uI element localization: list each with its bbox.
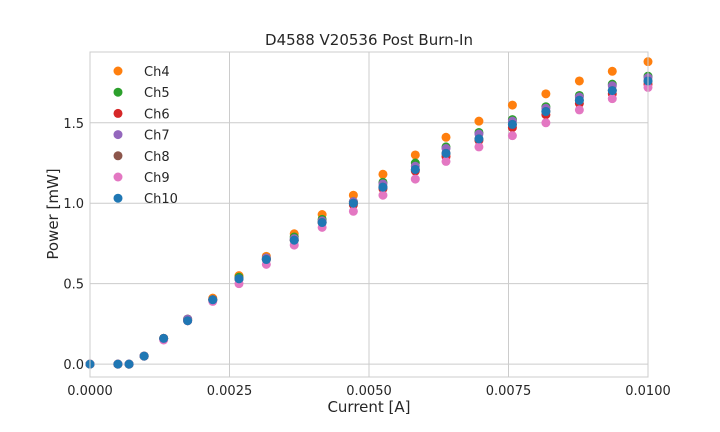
plot-frame [89,51,649,378]
x-tick-label: 0.0025 [207,384,253,399]
data-point [124,359,134,369]
data-point [441,156,451,166]
legend-marker [113,151,123,161]
chart-title: D4588 V20536 Post Burn-In [265,31,473,49]
tick-layer: 0.0000 0.0025 0.0050 0.0075 0.0100 0.0 0.5 1.0 1… [63,117,670,399]
data-point [410,174,420,184]
data-point [574,95,584,105]
legend-label: Ch7 [144,129,170,144]
x-tick-label: 0.0100 [625,384,671,399]
x-tick-label: 0.0000 [67,384,113,399]
data-point [441,132,451,142]
data-point [441,148,451,158]
data-point [183,316,193,326]
legend-marker [113,193,123,203]
data-point [410,150,420,160]
legend-label: Ch4 [144,65,170,80]
data-point [474,116,484,126]
y-tick-label: 0.5 [63,278,84,293]
data-point [507,100,517,110]
legend-marker [113,66,123,76]
y-tick-label: 1.0 [63,197,84,212]
legend-marker [113,172,123,182]
legend-item-ch8: Ch8 [113,150,170,165]
x-tick-label: 0.0075 [486,384,532,399]
data-point [607,66,617,76]
grid-layer [89,52,649,377]
data-point [507,131,517,141]
data-point [541,107,551,117]
legend: Ch4 Ch5 Ch6 Ch7 Ch8 Ch9 Ch10 [113,65,178,207]
data-point [541,89,551,99]
data-point [289,235,299,245]
data-point [208,295,218,305]
data-point [474,142,484,152]
y-axis-label: Power [mW] [44,168,62,259]
data-point [378,182,388,192]
data-point [159,333,169,343]
legend-item-ch9: Ch9 [113,171,170,186]
legend-label: Ch8 [144,150,170,165]
data-point [139,351,149,361]
data-point [607,94,617,104]
legend-item-ch7: Ch7 [113,129,170,144]
legend-label: Ch10 [144,192,178,207]
data-point [410,164,420,174]
data-point [261,255,271,265]
data-point [607,86,617,96]
legend-label: Ch5 [144,86,170,101]
data-point [541,118,551,128]
legend-label: Ch6 [144,107,170,122]
y-tick-label: 1.5 [63,117,84,132]
legend-label: Ch9 [144,171,170,186]
y-tick-label: 0.0 [63,358,84,373]
data-point [378,190,388,200]
data-point [507,119,517,129]
data-point [348,206,358,216]
legend-item-ch10: Ch10 [113,192,178,207]
data-point [348,190,358,200]
legend-item-ch5: Ch5 [113,86,170,101]
data-point [348,198,358,208]
data-point [574,76,584,86]
data-point [317,218,327,228]
series-ch10 [85,76,653,369]
data-point [574,105,584,115]
legend-item-ch4: Ch4 [113,65,170,80]
legend-marker [113,108,123,118]
data-point [378,169,388,179]
legend-item-ch6: Ch6 [113,107,170,122]
x-axis-label: Current [A] [327,398,410,416]
legend-marker [113,130,123,140]
data-point [474,134,484,144]
data-point [234,274,244,284]
x-tick-label: 0.0050 [346,384,392,399]
legend-marker [113,87,123,97]
data-point [113,359,123,369]
